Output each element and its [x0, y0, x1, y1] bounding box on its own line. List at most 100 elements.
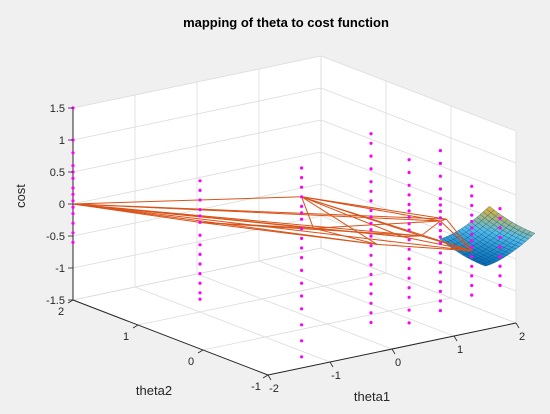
theta1-tick-label: 1: [457, 344, 463, 356]
scatter-point: [369, 272, 373, 277]
scatter-point: [407, 228, 411, 232]
scatter-point: [407, 202, 411, 207]
scatter-point: [407, 308, 411, 312]
grid-wall1-z: [72, 55, 322, 109]
scatter-point: [198, 262, 202, 266]
scatter-point: [470, 213, 474, 217]
scatter-point: [300, 281, 304, 285]
cost-tick-label: -0.5: [46, 231, 65, 243]
wireframe-edge: [72, 196, 302, 205]
scatter-point: [198, 252, 202, 256]
scatter-point: [369, 282, 373, 286]
scatter-point: [407, 209, 411, 213]
theta2-axis-line: [72, 299, 269, 376]
scatter-point: [407, 276, 411, 280]
theta1-tick-label: -1: [331, 370, 341, 382]
scatter-point: [438, 203, 442, 207]
scatter-point: [438, 222, 442, 226]
cost-tick-label: 0.5: [50, 167, 65, 179]
scatter-point: [438, 289, 442, 293]
scatter-point: [407, 247, 411, 251]
scatter-point: [438, 251, 442, 255]
scatter-point: [300, 294, 304, 298]
grid-wall1-z: [72, 87, 322, 141]
wireframe-edge: [199, 221, 378, 245]
scatter-point: [300, 246, 304, 250]
wireframe-edge: [72, 203, 447, 220]
scatter-point: [369, 263, 373, 267]
cost-tick-label: -1: [55, 263, 65, 275]
scatter-point: [498, 216, 502, 220]
scatter-point: [438, 280, 442, 284]
grid-floor-x: [196, 273, 393, 350]
scatter-point: [71, 199, 75, 203]
scatter-point: [407, 257, 411, 261]
scatter-point: [498, 226, 502, 230]
scatter-point: [438, 270, 442, 274]
grid-floor-y: [202, 297, 452, 351]
scatter-point: [369, 189, 373, 193]
scatter-point: [198, 291, 202, 295]
theta2-tick-mark: [197, 349, 204, 354]
scatter-point: [71, 151, 75, 155]
scatter-point: [369, 320, 373, 325]
scatter-point: [470, 232, 474, 236]
theta1-tick-mark: [329, 361, 334, 368]
scatter-point: [407, 215, 411, 219]
scatter-point: [470, 203, 474, 208]
scatter-point: [198, 297, 202, 301]
scatter-point: [498, 235, 502, 239]
cost-tick-label: -1.5: [46, 295, 65, 307]
scatter-point: [438, 161, 442, 165]
scatter-point: [407, 286, 411, 290]
scatter-point: [498, 245, 502, 249]
theta2-tick-label: 2: [58, 306, 64, 318]
scatter-point: [71, 164, 75, 168]
scatter-point: [407, 158, 411, 162]
cost-tick-label: 0: [59, 199, 65, 211]
scatter-point: [71, 176, 75, 180]
scatter-point: [198, 272, 202, 276]
scatter-point: [300, 217, 304, 221]
wireframe: [72, 196, 473, 252]
wireframe-edge: [402, 236, 473, 252]
theta1-tick-mark: [515, 322, 520, 329]
chart-title: mapping of theta to cost function: [183, 15, 389, 30]
grid-wall1-z: [72, 151, 322, 205]
wireframe-edge: [420, 220, 441, 237]
theta2-tick-label: -1: [251, 381, 261, 393]
scatter-point: [369, 234, 373, 238]
scatter-point: [300, 204, 304, 208]
scatter-point: [407, 238, 411, 242]
scatter-point: [438, 187, 442, 191]
scatter-point: [407, 170, 411, 175]
scatter-point: [438, 309, 442, 313]
wireframe-edge: [420, 235, 473, 252]
grid-wall2-z: [320, 87, 517, 164]
scatter-point: [300, 185, 304, 189]
scatter-point: [498, 274, 502, 278]
scatter-point: [369, 221, 373, 225]
scatter-point: [300, 307, 304, 311]
wireframe-edge: [301, 196, 378, 245]
theta2-tick-mark: [132, 324, 139, 329]
scatter-point: [300, 355, 304, 359]
scatter-point: [300, 323, 304, 327]
grid-floor-x: [134, 286, 331, 363]
theta2-tick-mark: [262, 374, 269, 379]
grid-wall1-z: [72, 119, 322, 173]
grid-wall2-z: [320, 119, 517, 196]
scatter-point: [498, 207, 502, 211]
scatter-point: [369, 180, 373, 184]
scatter-point: [438, 174, 442, 178]
scatter-point: [300, 166, 304, 170]
grid-floor-y: [137, 272, 387, 326]
scatter-point: [470, 194, 474, 198]
scatter-point: [369, 301, 373, 305]
wireframe-edge: [377, 243, 473, 252]
scatter-point: [198, 214, 202, 218]
cost-tick-label: 1: [59, 135, 65, 147]
